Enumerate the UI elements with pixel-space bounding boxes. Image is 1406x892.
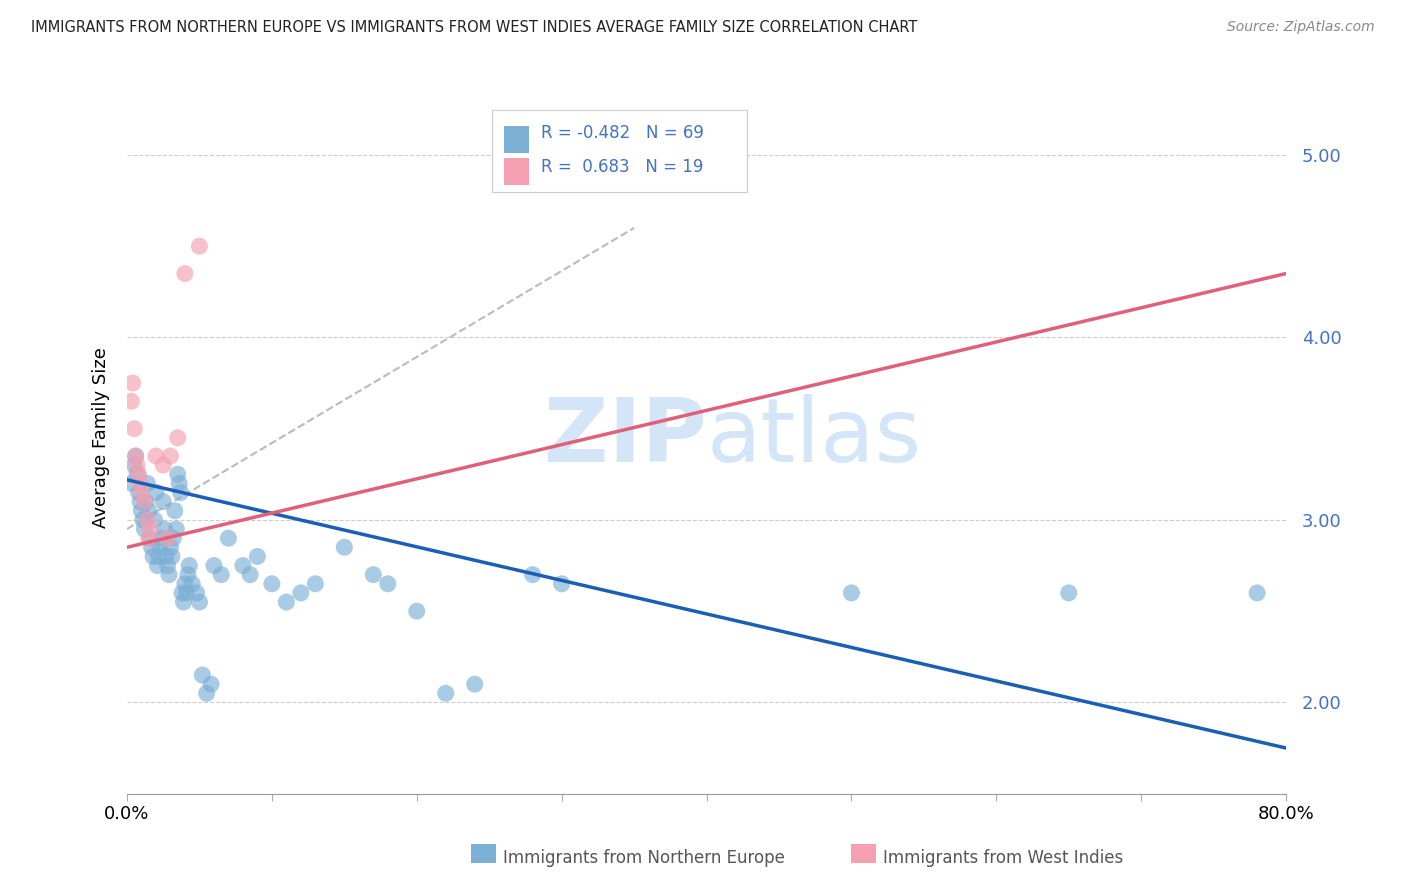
Point: [136, 513, 159, 527]
Point: [129, 476, 152, 491]
Point: [142, 549, 165, 564]
Point: [170, 586, 193, 600]
Point: [156, 558, 179, 573]
Point: [841, 586, 863, 600]
Point: [1246, 586, 1268, 600]
Point: [166, 467, 188, 482]
Point: [155, 549, 177, 564]
Text: R = -0.482   N = 69: R = -0.482 N = 69: [541, 124, 703, 142]
Point: [138, 531, 160, 545]
Point: [181, 576, 204, 591]
Point: [434, 686, 457, 700]
Text: Immigrants from Northern Europe: Immigrants from Northern Europe: [503, 849, 785, 867]
Point: [127, 458, 149, 472]
Point: [120, 394, 142, 409]
Point: [134, 522, 156, 536]
Point: [148, 549, 170, 564]
Point: [165, 522, 187, 536]
Point: [176, 586, 198, 600]
Point: [129, 494, 152, 508]
Point: [162, 531, 184, 545]
Text: ZIP: ZIP: [544, 394, 707, 482]
Point: [179, 558, 201, 573]
Point: [163, 504, 186, 518]
Point: [128, 467, 150, 482]
Point: [1057, 586, 1080, 600]
Point: [143, 513, 166, 527]
Point: [166, 431, 188, 445]
Point: [174, 267, 197, 281]
Point: [464, 677, 486, 691]
Point: [173, 595, 195, 609]
Point: [152, 494, 174, 508]
Point: [191, 668, 214, 682]
Point: [177, 567, 200, 582]
Point: [150, 531, 173, 545]
Point: [195, 686, 218, 700]
Point: [159, 541, 181, 555]
Bar: [503, 158, 529, 186]
Point: [122, 422, 145, 436]
Point: [260, 576, 283, 591]
Point: [405, 604, 427, 618]
Text: atlas: atlas: [707, 394, 922, 482]
Point: [200, 677, 222, 691]
Point: [125, 449, 148, 463]
Point: [149, 541, 172, 555]
Bar: [492, 111, 747, 192]
Text: Source: ZipAtlas.com: Source: ZipAtlas.com: [1227, 20, 1375, 34]
Point: [156, 531, 179, 545]
Point: [122, 458, 145, 472]
Point: [153, 522, 176, 536]
Point: [125, 449, 148, 463]
Point: [131, 504, 153, 518]
Y-axis label: Average Family Size: Average Family Size: [93, 347, 110, 528]
Point: [120, 476, 142, 491]
Point: [186, 586, 208, 600]
Point: [202, 558, 225, 573]
Point: [157, 567, 180, 582]
Text: R =  0.683   N = 19: R = 0.683 N = 19: [541, 158, 703, 177]
Point: [377, 576, 399, 591]
Point: [209, 567, 232, 582]
Point: [290, 586, 312, 600]
Point: [246, 549, 269, 564]
Point: [159, 449, 181, 463]
Text: IMMIGRANTS FROM NORTHERN EUROPE VS IMMIGRANTS FROM WEST INDIES AVERAGE FAMILY SI: IMMIGRANTS FROM NORTHERN EUROPE VS IMMIG…: [31, 20, 917, 35]
Point: [188, 595, 211, 609]
Point: [333, 541, 356, 555]
Point: [128, 485, 150, 500]
Point: [363, 567, 385, 582]
Bar: [503, 126, 529, 153]
Point: [127, 467, 149, 482]
Point: [136, 476, 159, 491]
Point: [138, 504, 160, 518]
Point: [232, 558, 254, 573]
Point: [167, 476, 190, 491]
Point: [169, 485, 191, 500]
Point: [239, 567, 262, 582]
Point: [146, 558, 169, 573]
Point: [132, 513, 155, 527]
Point: [276, 595, 298, 609]
Point: [134, 494, 156, 508]
Point: [131, 485, 153, 500]
Point: [141, 541, 163, 555]
Point: [145, 485, 167, 500]
Point: [139, 531, 162, 545]
Point: [135, 494, 157, 508]
Point: [152, 458, 174, 472]
Point: [139, 522, 162, 536]
Text: Immigrants from West Indies: Immigrants from West Indies: [883, 849, 1123, 867]
Point: [522, 567, 544, 582]
Point: [174, 576, 197, 591]
Point: [145, 449, 167, 463]
Point: [304, 576, 326, 591]
Point: [550, 576, 572, 591]
Point: [188, 239, 211, 253]
Point: [217, 531, 239, 545]
Point: [160, 549, 183, 564]
Point: [121, 376, 143, 390]
